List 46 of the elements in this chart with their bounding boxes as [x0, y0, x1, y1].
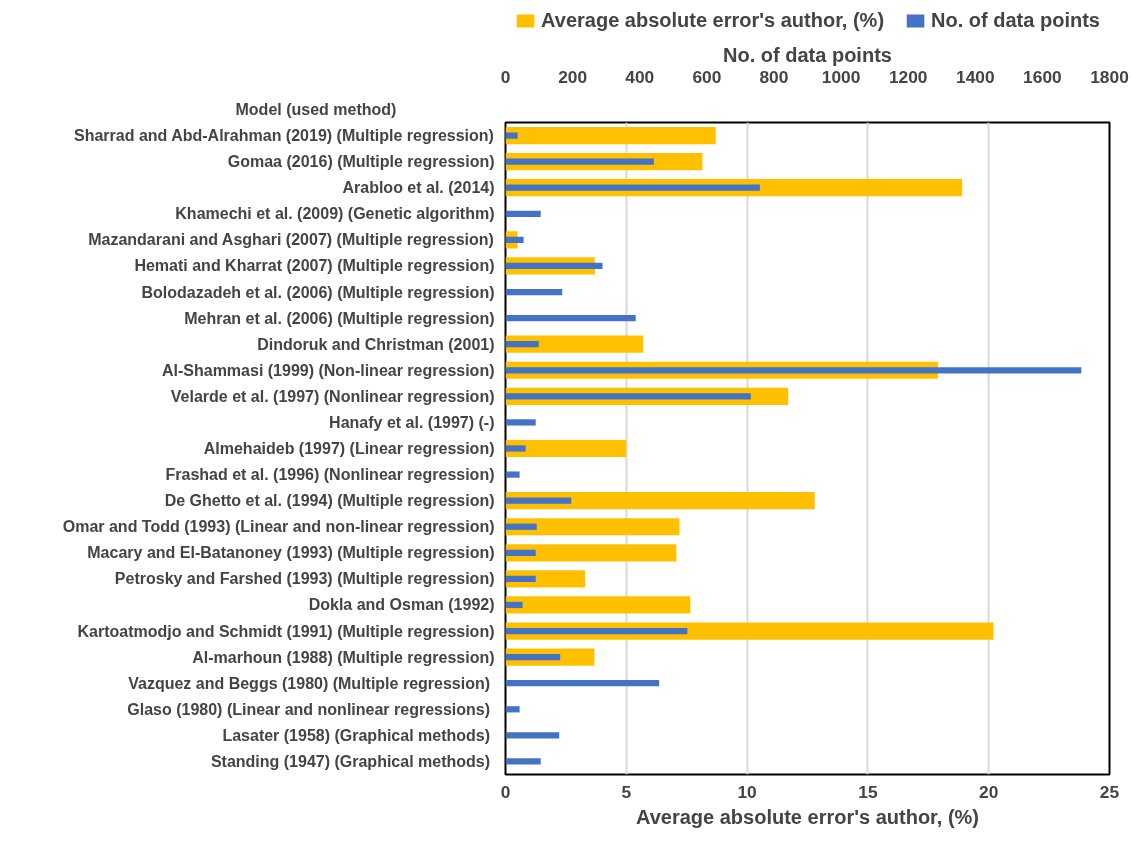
y-tick-label: Hemati and Kharrat (2007) (Multiple regression): [134, 257, 495, 275]
y-tick-label: Standing (1947) (Graphical methods): [210, 752, 491, 770]
x-tick-label: 25: [1099, 781, 1120, 802]
y-tick-label: Frashad et al. (1996) (Nonlinear regression): [165, 466, 495, 484]
y-tick-label: Almehaideb (1997) (Linear regression): [203, 440, 495, 457]
y-tick-label: Petrosky and Farshed (1993) (Multiple regression): [114, 570, 495, 588]
y-tick-label: Velarde et al. (1997) (Nonlinear regression): [170, 387, 495, 405]
x2-tick-label: 200: [558, 66, 588, 87]
x-tick-label: 5: [621, 781, 632, 802]
y-tick-label: Arabloo et al. (2014): [342, 179, 495, 197]
x2-tick-label: 400: [625, 66, 655, 87]
x2-tick-label: 1000: [821, 66, 861, 87]
y-tick-label: Gomaa (2016) (Multiple regression): [227, 153, 495, 171]
legend-label: No. of data points: [931, 8, 1100, 32]
y-tick-label: Vazquez and Beggs (1980) (Multiple regression): [128, 674, 491, 692]
x2-tick-label: 1200: [888, 66, 928, 87]
x2-tick-label: 1600: [1023, 66, 1062, 87]
y-tick-label: Mazandarani and Asghari (2007) (Multiple regression): [88, 231, 494, 249]
x-tick-label: 0: [500, 781, 511, 802]
y-tick-label: Glaso (1980) (Linear and nonlinear regressions): [127, 700, 491, 718]
x2-tick-label: 800: [759, 66, 789, 87]
x-tick-label: 10: [737, 781, 757, 802]
y-tick-label: Omar and Todd (1993) (Linear and non-linear regression): [62, 518, 495, 536]
legend-label: Average absolute error's author, (%): [541, 8, 885, 32]
y-tick-label: Lasater (1958) (Graphical methods): [222, 726, 491, 744]
x2-tick-label: 600: [692, 66, 722, 87]
y-tick-label: Al-marhoun (1988) (Multiple regression): [192, 648, 495, 666]
y-tick-label: Bolodazadeh et al. (2006) (Multiple regression): [141, 283, 495, 301]
y-tick-label: Dindoruk and Christman (2001): [257, 335, 495, 353]
y-tick-label: Hanafy et al. (1997) (-): [329, 413, 495, 431]
y-tick-label: Kartoatmodjo and Schmidt (1991) (Multiple regression): [77, 622, 495, 640]
y-axis-title: Model (used method): [235, 100, 397, 118]
x2-tick-label: 1400: [956, 66, 995, 87]
y-tick-label: Al-Shammasi (1999) (Non-linear regression): [161, 361, 495, 379]
y-tick-label: De Ghetto et al. (1994) (Multiple regression): [164, 492, 495, 510]
x2-axis-title: No. of data points: [723, 43, 892, 66]
x2-tick-label: 0: [500, 66, 511, 87]
x-tick-label: 20: [979, 781, 999, 802]
y-tick-label: Mehran et al. (2006) (Multiple regression): [184, 309, 495, 327]
x-tick-label: 15: [858, 781, 878, 802]
x2-tick-label: 1800: [1090, 66, 1129, 87]
y-tick-label: Macary and El-Batanoney (1993) (Multiple regression): [87, 544, 495, 562]
y-tick-label: Sharrad and Abd-Alrahman (2019) (Multiple regression): [73, 127, 494, 145]
y-tick-label: Dokla and Osman (1992): [308, 596, 495, 614]
y-tick-label: Khamechi et al. (2009) (Genetic algorithm): [175, 205, 495, 223]
x-axis-title: Average absolute error's author, (%): [636, 805, 979, 828]
